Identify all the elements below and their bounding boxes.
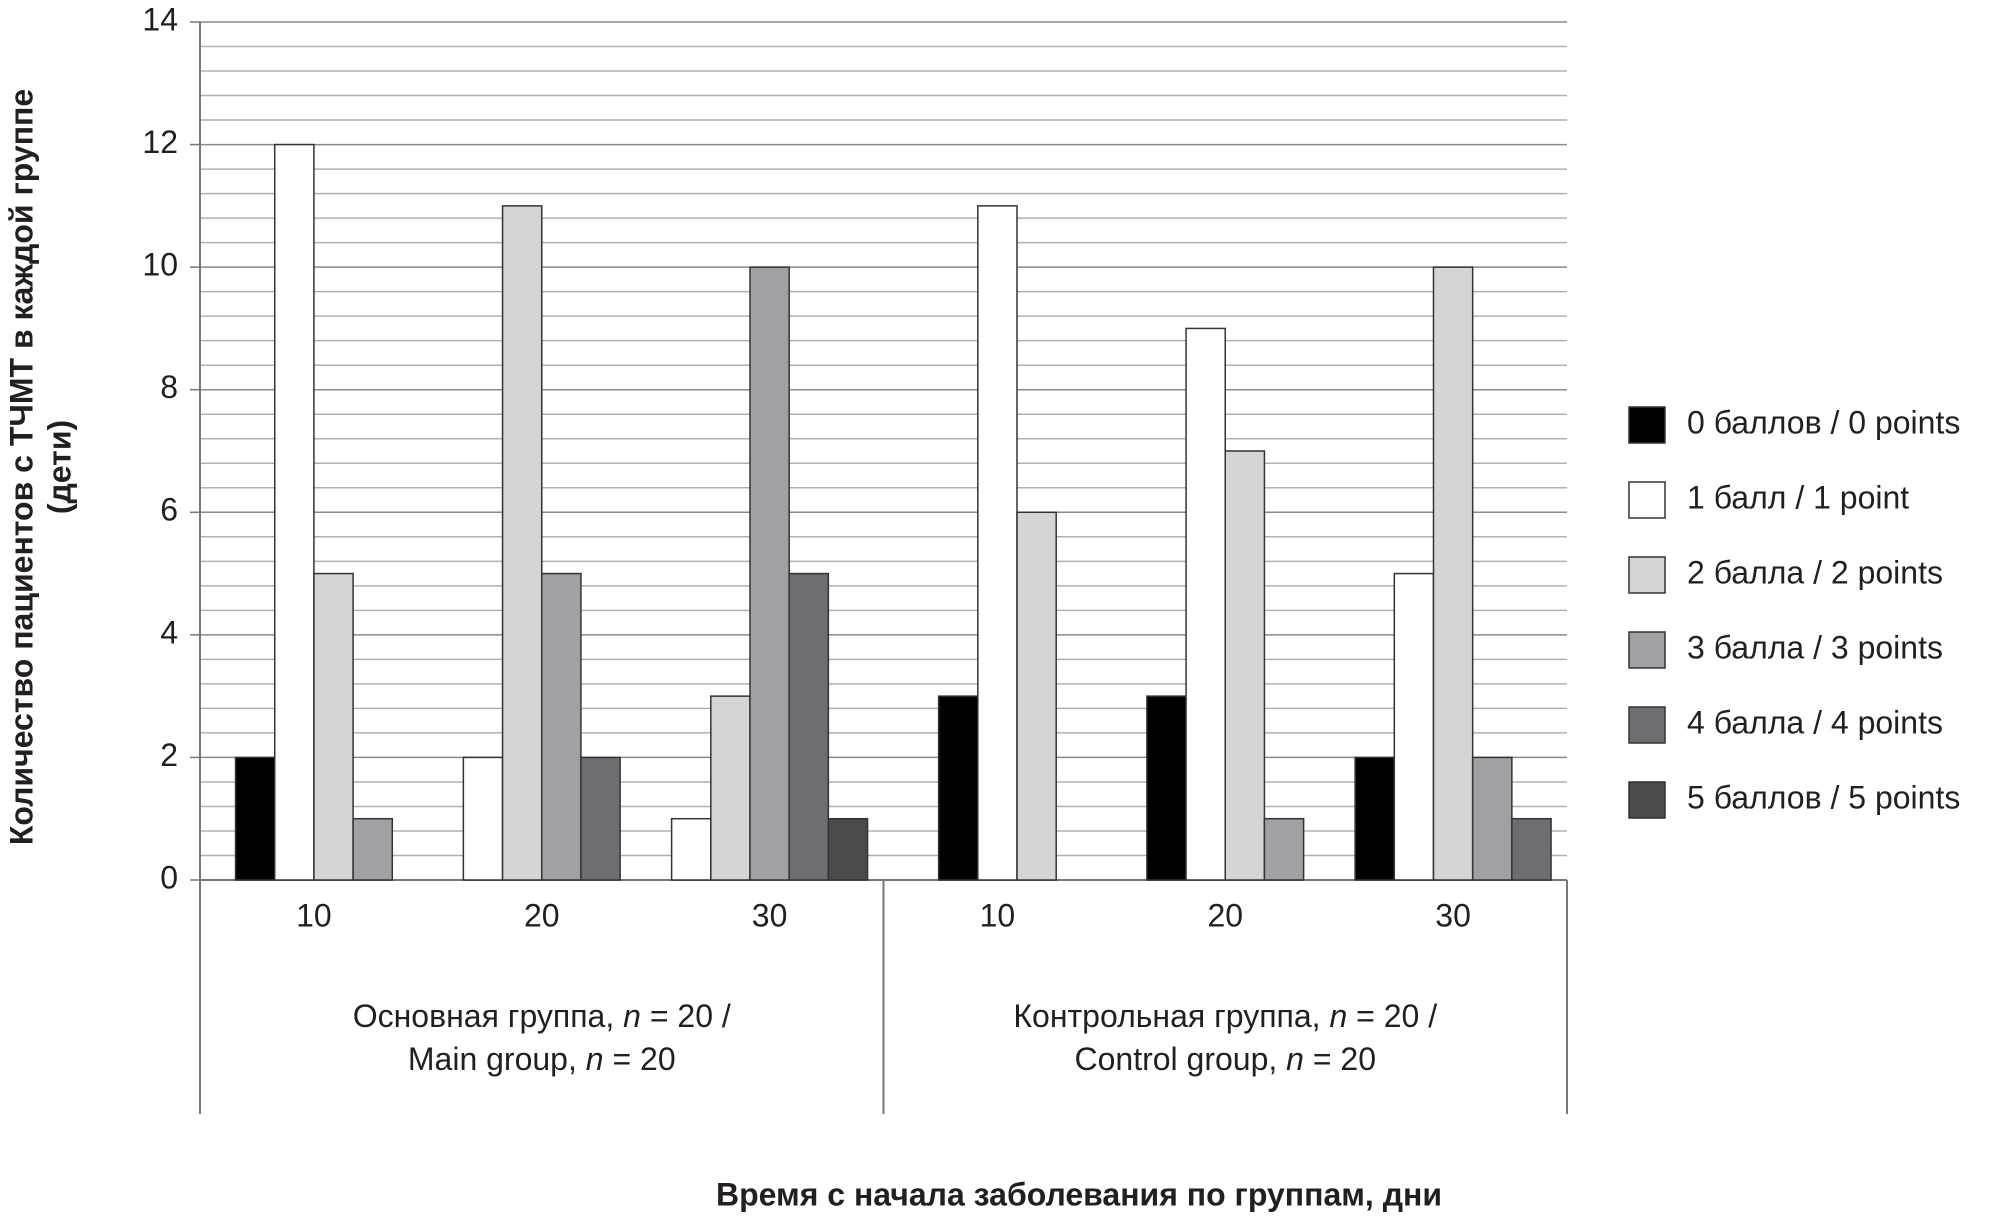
group-label-part: Control group, [1074,1041,1286,1077]
y-tick-label: 8 [160,369,178,405]
bar [670,817,712,881]
legend-label: 1 балл / 1 point [1687,479,1909,515]
bar [352,817,394,881]
x-tick-label: 30 [752,897,788,933]
y-tick-label: 0 [160,859,178,895]
bar [234,756,276,881]
group-label: Control group, n = 20 [1074,1041,1376,1077]
x-tick-label: 10 [296,897,332,933]
legend-swatch [1628,631,1666,669]
x-tick-label: 20 [1207,897,1243,933]
bar [1471,756,1513,881]
bar [1016,511,1057,881]
bar [749,266,790,881]
bar [937,695,979,881]
bar [1354,756,1396,881]
bar [788,572,830,881]
group-label-part: = 20 / [641,998,731,1034]
bar [273,143,315,881]
legend-swatch [1628,406,1666,444]
bar [1432,266,1474,881]
y-tick-label: 12 [142,124,178,160]
bar [1393,572,1435,881]
bar [827,817,869,881]
x-tick-label: 30 [1435,897,1471,933]
group-label-part: = 20 / [1347,998,1437,1034]
group-label-part: n [586,1041,604,1077]
group-label: Основная группа, n = 20 / [353,998,731,1034]
bar [1146,695,1187,881]
bar [313,572,354,881]
group-label: Main group, n = 20 [408,1041,676,1077]
group-label-part: Main group, [408,1041,586,1077]
legend-swatch [1628,706,1666,744]
group-label: Контрольная группа, n = 20 / [1013,998,1437,1034]
bar [1511,817,1552,881]
bar [710,695,751,881]
y-axis-label-line: Количество пациентов с ТЧМТ в каждой гру… [3,89,39,845]
bar [1185,327,1226,881]
legend-label: 5 баллов / 5 points [1687,779,1960,815]
group-label-part: = 20 [604,1041,676,1077]
group-label-part: n [1286,1041,1304,1077]
bar [580,756,621,881]
x-tick-label: 20 [524,897,560,933]
bar [541,572,582,881]
y-tick-label: 10 [142,247,178,283]
bar [1224,450,1266,881]
y-tick-label: 4 [160,614,178,650]
y-tick-label: 6 [160,492,178,528]
bar [1263,817,1305,881]
group-label-part: Контрольная группа, [1013,998,1329,1034]
group-label-part: Основная группа, [353,998,623,1034]
legend-label: 4 балла / 4 points [1687,704,1943,740]
legend-swatch [1628,556,1666,594]
legend-swatch [1628,481,1666,519]
y-tick-label: 14 [142,1,178,37]
y-tick-label: 2 [160,737,178,773]
y-axis-label: Количество пациентов с ТЧМТ в каждой гру… [3,89,77,845]
group-label-part: n [1329,998,1347,1034]
legend-label: 0 баллов / 0 points [1687,404,1960,440]
bar [977,205,1018,881]
legend-swatch [1628,781,1666,819]
legend-label: 2 балла / 2 points [1687,554,1943,590]
x-tick-label: 10 [980,897,1016,933]
group-label-part: n [623,998,641,1034]
x-axis-label: Время с начала заболевания по группам, д… [716,1176,1442,1212]
y-axis-label-line: (дети) [41,420,77,514]
legend-label: 3 балла / 3 points [1687,629,1943,665]
bar [501,205,543,881]
bar [462,756,504,881]
group-label-part: = 20 [1304,1041,1376,1077]
